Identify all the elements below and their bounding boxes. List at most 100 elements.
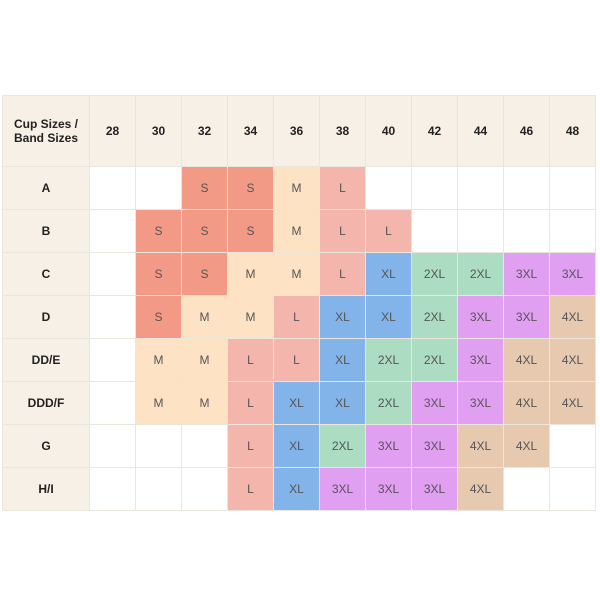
size-cell: M xyxy=(135,338,182,382)
empty-cell xyxy=(89,381,136,425)
empty-cell xyxy=(503,209,550,253)
size-cell: 4XL xyxy=(549,295,596,339)
size-cell: 3XL xyxy=(457,295,504,339)
empty-cell xyxy=(89,338,136,382)
empty-cell xyxy=(89,209,136,253)
size-cell: L xyxy=(319,252,366,296)
size-cell: L xyxy=(227,424,274,468)
size-cell: XL xyxy=(365,252,412,296)
empty-cell xyxy=(89,166,136,210)
size-cell: 4XL xyxy=(549,381,596,425)
empty-cell xyxy=(549,166,596,210)
cup-size-row: H/I L XL 3XL 3XL 3XL 4XL xyxy=(2,467,596,511)
size-cell: 3XL xyxy=(457,381,504,425)
size-cell: XL xyxy=(273,381,320,425)
cup-size-row: DDD/F M M L XL XL 2XL 3XL 3XL 4XL 4XL xyxy=(2,381,596,425)
empty-cell xyxy=(549,467,596,511)
empty-cell xyxy=(549,209,596,253)
empty-cell xyxy=(411,209,458,253)
empty-cell xyxy=(503,467,550,511)
size-cell: XL xyxy=(273,424,320,468)
size-cell: 4XL xyxy=(457,424,504,468)
size-chart-body: A S S M L B S S S M L L C S S M M L XL 2XL 2XL 3XL 3XL D S M M L XL X… xyxy=(2,166,596,511)
cup-size-label: H/I xyxy=(2,467,90,511)
cup-size-label: DD/E xyxy=(2,338,90,382)
size-cell: 3XL xyxy=(457,338,504,382)
size-cell: 3XL xyxy=(503,252,550,296)
size-cell: 3XL xyxy=(411,424,458,468)
band-size-header: 40 xyxy=(365,95,412,167)
band-size-header: 48 xyxy=(549,95,596,167)
size-cell: 3XL xyxy=(365,424,412,468)
empty-cell xyxy=(135,424,182,468)
cup-size-label: C xyxy=(2,252,90,296)
size-cell: M xyxy=(273,252,320,296)
size-cell: M xyxy=(181,295,228,339)
size-cell: L xyxy=(227,338,274,382)
size-cell: 3XL xyxy=(411,381,458,425)
size-cell: XL xyxy=(365,295,412,339)
empty-cell xyxy=(89,467,136,511)
size-cell: L xyxy=(273,338,320,382)
size-cell: 3XL xyxy=(549,252,596,296)
empty-cell xyxy=(135,467,182,511)
cup-size-label: A xyxy=(2,166,90,210)
size-cell: 2XL xyxy=(411,252,458,296)
size-cell: M xyxy=(227,295,274,339)
band-size-header: 28 xyxy=(89,95,136,167)
size-cell: 3XL xyxy=(503,295,550,339)
cup-size-label: DDD/F xyxy=(2,381,90,425)
size-cell: M xyxy=(135,381,182,425)
size-cell: 2XL xyxy=(319,424,366,468)
size-cell: XL xyxy=(319,381,366,425)
size-cell: M xyxy=(273,166,320,210)
size-cell: XL xyxy=(319,295,366,339)
size-cell: L xyxy=(227,467,274,511)
cup-size-row: D S M M L XL XL 2XL 3XL 3XL 4XL xyxy=(2,295,596,339)
empty-cell xyxy=(503,166,550,210)
size-cell: S xyxy=(227,209,274,253)
size-cell: L xyxy=(227,381,274,425)
corner-header: Cup Sizes / Band Sizes xyxy=(2,95,90,167)
size-cell: S xyxy=(181,209,228,253)
band-size-header-row: Cup Sizes / Band Sizes 28 30 32 34 36 38… xyxy=(2,95,596,167)
band-size-header: 44 xyxy=(457,95,504,167)
empty-cell xyxy=(549,424,596,468)
band-size-header: 36 xyxy=(273,95,320,167)
size-cell: S xyxy=(135,252,182,296)
size-cell: S xyxy=(135,209,182,253)
band-size-header: 42 xyxy=(411,95,458,167)
size-cell: 4XL xyxy=(457,467,504,511)
size-cell: 2XL xyxy=(411,295,458,339)
empty-cell xyxy=(89,252,136,296)
empty-cell xyxy=(135,166,182,210)
size-cell: M xyxy=(181,338,228,382)
cup-size-row: G L XL 2XL 3XL 3XL 4XL 4XL xyxy=(2,424,596,468)
size-cell: XL xyxy=(319,338,366,382)
size-cell: 3XL xyxy=(319,467,366,511)
size-cell: S xyxy=(227,166,274,210)
size-cell: 3XL xyxy=(365,467,412,511)
size-cell: M xyxy=(273,209,320,253)
cup-size-label: D xyxy=(2,295,90,339)
size-cell: S xyxy=(135,295,182,339)
size-cell: M xyxy=(227,252,274,296)
size-chart-table: Cup Sizes / Band Sizes 28 30 32 34 36 38… xyxy=(2,95,596,511)
cup-size-label: G xyxy=(2,424,90,468)
size-cell: M xyxy=(181,381,228,425)
size-cell: L xyxy=(273,295,320,339)
band-size-header: 38 xyxy=(319,95,366,167)
size-cell: L xyxy=(319,209,366,253)
empty-cell xyxy=(181,424,228,468)
cup-size-label: B xyxy=(2,209,90,253)
size-cell: L xyxy=(365,209,412,253)
size-cell: 4XL xyxy=(503,424,550,468)
size-chart: Cup Sizes / Band Sizes 28 30 32 34 36 38… xyxy=(2,95,596,511)
empty-cell xyxy=(457,209,504,253)
size-cell: XL xyxy=(273,467,320,511)
cup-size-row: DD/E M M L L XL 2XL 2XL 3XL 4XL 4XL xyxy=(2,338,596,382)
cup-size-row: C S S M M L XL 2XL 2XL 3XL 3XL xyxy=(2,252,596,296)
band-size-header: 34 xyxy=(227,95,274,167)
